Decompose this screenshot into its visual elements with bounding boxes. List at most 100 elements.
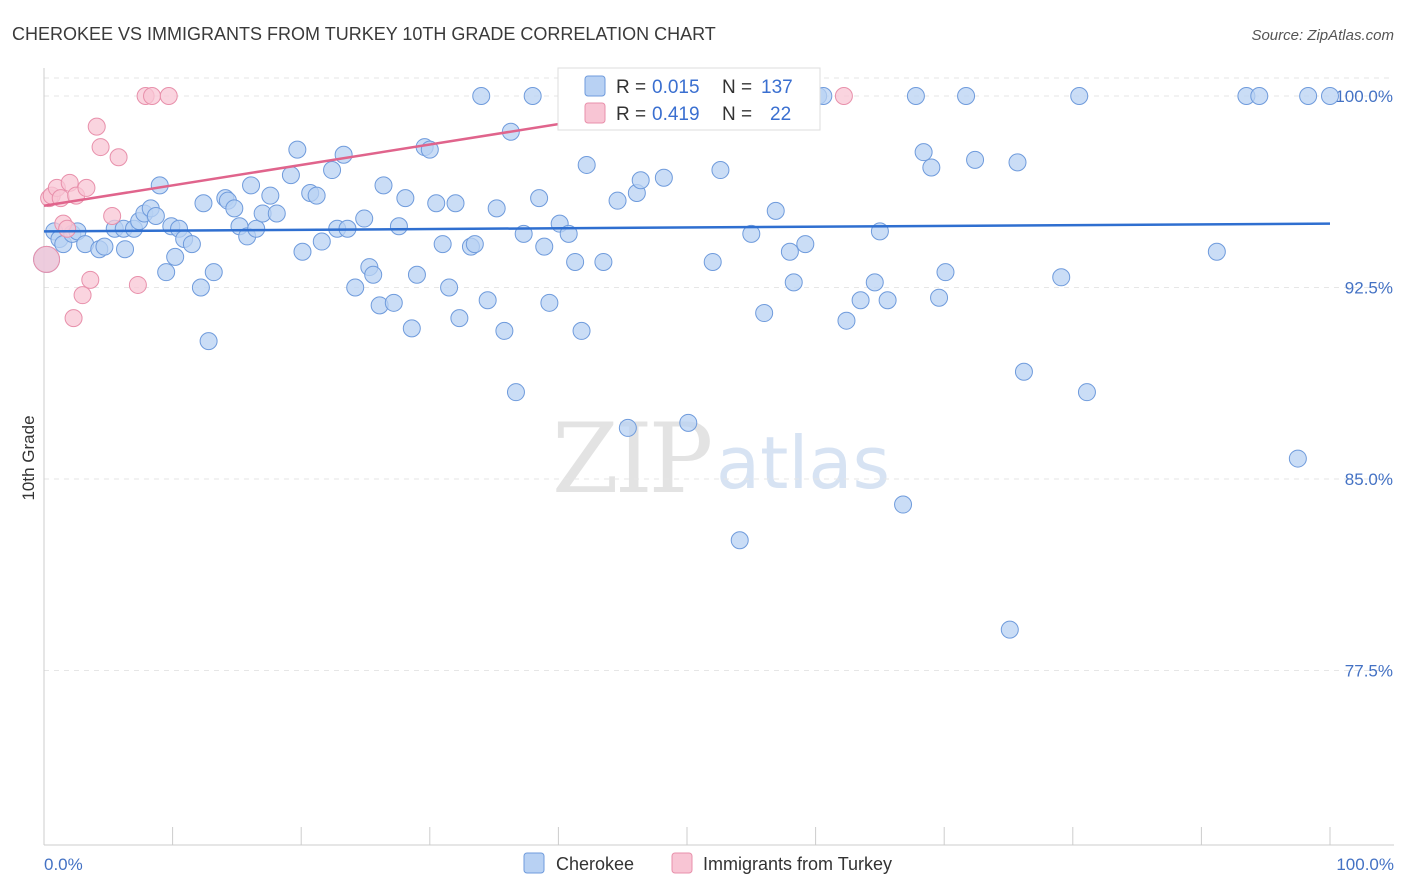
bottom-legend-swatch-cherokee [523, 852, 545, 874]
cherokee-point [146, 207, 165, 226]
cherokee-point [450, 309, 469, 328]
turkey-point [33, 245, 61, 273]
y-tick-labels: 100.0% 92.5% 85.0% 77.5% [1335, 87, 1393, 681]
cherokee-point [577, 155, 596, 174]
turkey-point [58, 219, 77, 238]
cherokee-point [957, 87, 976, 105]
chart-title: CHEROKEE VS IMMIGRANTS FROM TURKEY 10TH … [12, 24, 716, 44]
turkey-point [834, 87, 853, 105]
y-tick-label: 77.5% [1345, 662, 1393, 681]
cherokee-point [936, 263, 955, 282]
cherokee-point [402, 319, 421, 338]
y-tick-label: 85.0% [1345, 470, 1393, 489]
legend-r-value-1: 0.015 [652, 77, 700, 98]
cherokee-point [755, 304, 774, 323]
legend-n-value-1: 137 [761, 77, 793, 98]
data-points [33, 87, 1339, 639]
trend-lines [43, 112, 1331, 233]
grid-lines [44, 77, 1394, 671]
chart-source: Source: ZipAtlas.com [1251, 27, 1394, 44]
legend-swatch-turkey [584, 102, 606, 124]
cherokee-point [194, 194, 213, 213]
legend-swatch-cherokee [584, 75, 606, 97]
cherokee-point [396, 189, 415, 208]
cherokee-point [966, 150, 985, 169]
cherokee-point [116, 240, 135, 259]
cherokee-point [1052, 268, 1071, 287]
cherokee-point [1288, 449, 1307, 468]
cherokee-point [312, 232, 331, 251]
legend-r-label-1: R = [616, 77, 646, 98]
turkey-point [159, 87, 178, 105]
cherokee-point [1250, 87, 1269, 105]
cherokee-point [478, 291, 497, 310]
cherokee-point [703, 252, 722, 271]
cherokee-point [225, 199, 244, 218]
cherokee-point [594, 252, 613, 271]
legend-n-label-2: N = [722, 104, 752, 125]
cherokee-point [730, 531, 749, 550]
cherokee-point [407, 265, 426, 284]
x-tick-label-min: 0.0% [44, 855, 83, 874]
cherokee-point [293, 242, 312, 261]
legend-r-value-2: 0.419 [652, 104, 700, 125]
cherokee-point [323, 161, 342, 180]
bottom-legend-swatch-turkey [671, 852, 693, 874]
cherokee-point [506, 383, 525, 402]
bottom-legend-cherokee: Cherokee [556, 854, 634, 874]
turkey-point [128, 275, 147, 294]
cherokee-point [559, 224, 578, 243]
cherokee-point [906, 87, 925, 105]
cherokee-point [281, 166, 300, 185]
cherokee-point [440, 278, 459, 297]
cherokee-point [191, 278, 210, 297]
cherokee-point [384, 293, 403, 312]
cherokee-point [364, 265, 383, 284]
turkey-point [91, 138, 110, 157]
x-tick-marks [43, 827, 1331, 845]
cherokee-point [535, 237, 554, 256]
cherokee-point [247, 219, 266, 238]
cherokee-point [204, 263, 223, 282]
turkey-point [73, 286, 92, 305]
cherokee-point [472, 87, 491, 105]
cherokee-point [540, 293, 559, 312]
legend-box: R = 0.015 N = 137 R = 0.419 N = 22 [557, 67, 821, 131]
cherokee-point [837, 311, 856, 330]
cherokee-point [742, 224, 761, 243]
cherokee-point [374, 176, 393, 195]
cherokee-point [679, 413, 698, 432]
cherokee-point [865, 273, 884, 292]
cherokee-point [487, 199, 506, 218]
cherokee-point [465, 235, 484, 254]
cherokee-point [346, 278, 365, 297]
y-axis-label: 10th Grade [19, 415, 38, 500]
cherokee-point [334, 145, 353, 164]
cherokee-point [495, 321, 514, 340]
cherokee-point [1299, 87, 1318, 105]
cherokee-point [389, 217, 408, 236]
cherokee-point [631, 171, 650, 190]
cherokee-point [780, 242, 799, 261]
cherokee-point [796, 235, 815, 254]
bottom-legend: Cherokee Immigrants from Turkey [523, 852, 892, 874]
cherokee-point [1321, 87, 1339, 105]
turkey-point [143, 87, 162, 105]
cherokee-point [914, 143, 933, 162]
cherokee-point [307, 186, 326, 205]
turkey-point [77, 178, 96, 197]
turkey-point [81, 270, 100, 289]
cherokee-point [267, 204, 286, 223]
cherokee-point [618, 418, 637, 437]
cherokee-point [894, 495, 913, 514]
cherokee-point [446, 194, 465, 213]
turkey-trend-line [43, 112, 623, 208]
cherokee-point [608, 191, 627, 210]
watermark-atlas: atlas [716, 421, 890, 505]
x-tick-label-max: 100.0% [1336, 855, 1394, 874]
cherokee-point [433, 235, 452, 254]
cherokee-point [95, 237, 114, 256]
y-tick-label: 100.0% [1335, 87, 1393, 106]
cherokee-point [930, 288, 949, 307]
cherokee-point [288, 140, 307, 159]
